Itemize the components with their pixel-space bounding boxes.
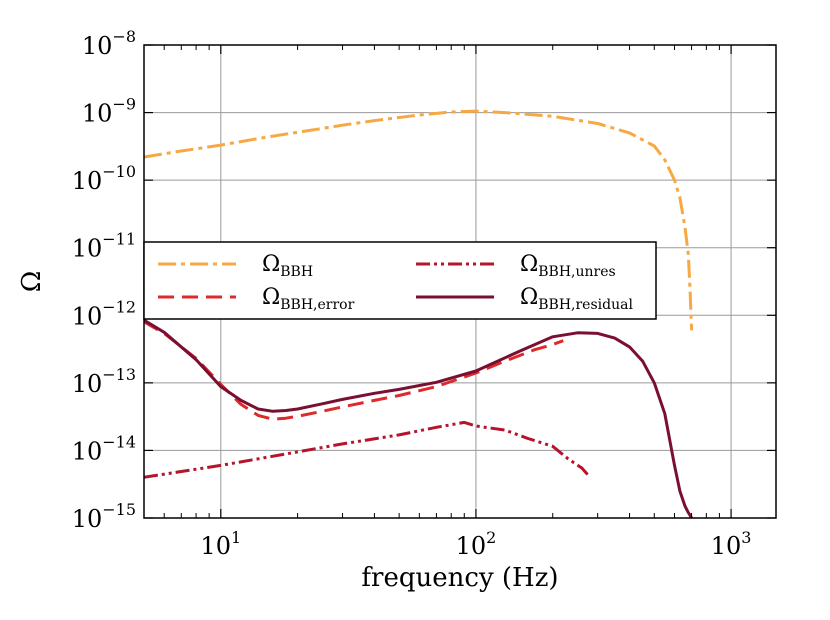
- y-tick-label: 10−9: [82, 95, 136, 128]
- series-line-4: [144, 318, 693, 518]
- legend-label-2: ΩBBH,error: [262, 285, 355, 313]
- x-tick-label: 101: [200, 528, 241, 560]
- series-group: [144, 109, 694, 518]
- y-tick-label: 10−15: [72, 500, 136, 533]
- y-tick-label: 10−8: [82, 27, 136, 60]
- x-tick-label: 102: [456, 528, 497, 560]
- y-tick-label: 10−14: [72, 432, 136, 465]
- ticks: 101 102 103 10−8 10−9 10−10 10−11 10−12 10−13 10−…: [72, 27, 776, 560]
- legend-label-4: ΩBBH,residual: [520, 285, 633, 313]
- y-tick-label: 10−11: [72, 230, 136, 263]
- y-tick-label: 10−12: [72, 297, 136, 330]
- legend-label-1: ΩBBH: [262, 252, 313, 280]
- legend: ΩBBH ΩBBH,error ΩBBH,unres ΩBBH,residual: [143, 241, 657, 320]
- x-axis-label: frequency (Hz): [361, 563, 558, 593]
- x-tick-label: 103: [711, 528, 752, 560]
- legend-box: [143, 241, 657, 320]
- y-axis-label: Ω: [17, 271, 47, 293]
- series-line-1: [144, 109, 694, 331]
- legend-label-3: ΩBBH,unres: [520, 252, 616, 280]
- y-tick-label: 10−10: [72, 162, 136, 195]
- series-line-3: [144, 420, 592, 479]
- y-tick-label: 10−13: [72, 365, 136, 398]
